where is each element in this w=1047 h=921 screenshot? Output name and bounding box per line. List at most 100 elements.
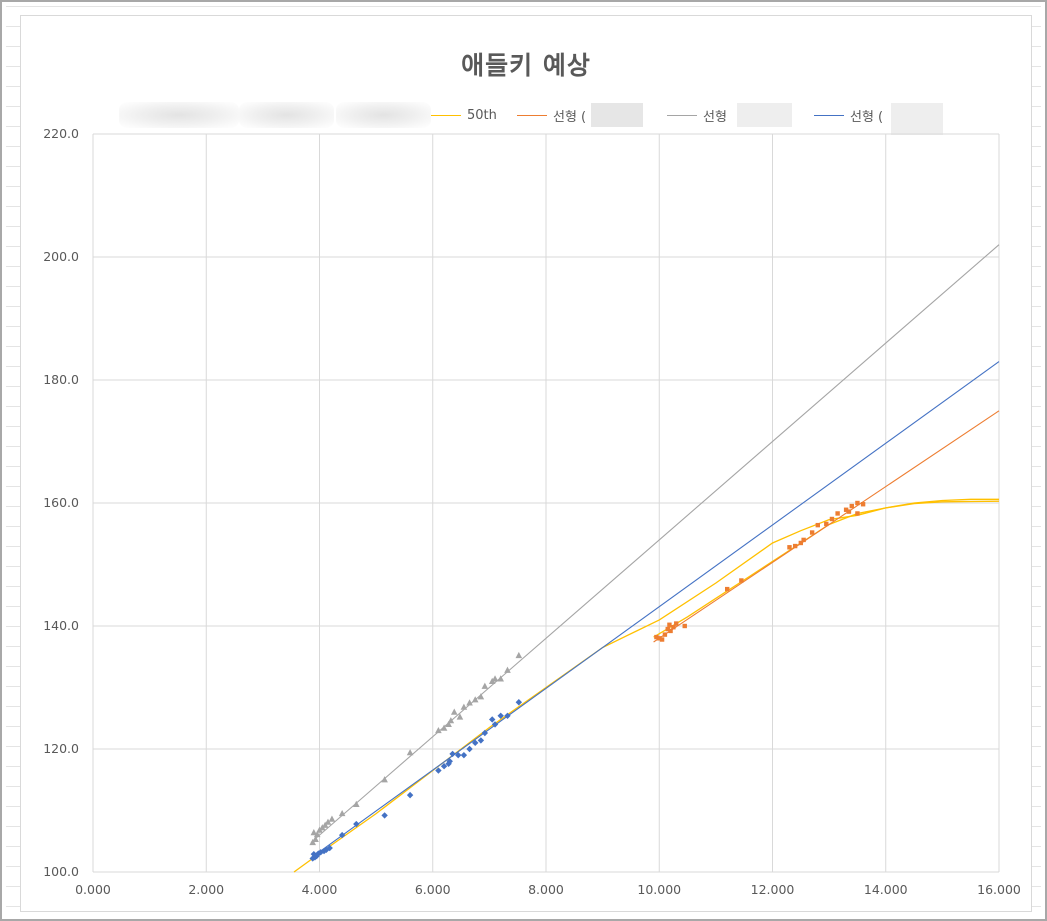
data-point-square[interactable] (809, 530, 815, 535)
data-point-triangle[interactable] (481, 682, 489, 689)
data-point-square[interactable] (662, 632, 668, 637)
data-point-diamond[interactable] (455, 751, 462, 759)
data-point-square[interactable] (792, 543, 798, 549)
data-point-triangle[interactable] (466, 699, 473, 706)
data-point-triangle[interactable] (515, 651, 523, 659)
data-point-triangle[interactable] (324, 818, 332, 825)
data-point-diamond[interactable] (440, 763, 448, 770)
legend-item-blurred-3 (336, 102, 431, 128)
legend-blur-gray (737, 103, 792, 127)
data-point-square[interactable] (682, 623, 687, 629)
data-point-triangle[interactable] (447, 717, 455, 724)
data-point-diamond[interactable] (317, 849, 324, 856)
data-point-triangle[interactable] (310, 829, 318, 836)
data-point-diamond[interactable] (504, 712, 511, 719)
data-point-diamond[interactable] (466, 745, 473, 753)
data-point-diamond[interactable] (435, 767, 442, 774)
data-point-square[interactable] (671, 625, 676, 630)
chart-title[interactable]: 애들키 예상 (461, 51, 591, 80)
data-point-square[interactable] (659, 637, 665, 642)
trendline-7[interactable] (310, 361, 1000, 859)
legend-swatch-50th (431, 114, 461, 116)
y-tick-label: 160.0 (43, 495, 79, 510)
gridlines (92, 133, 1000, 873)
data-point-diamond[interactable] (489, 716, 496, 723)
legend-item-blurred-2 (239, 102, 334, 128)
data-point-diamond[interactable] (320, 847, 328, 855)
curve-line-3[interactable] (293, 498, 999, 873)
data-point-square[interactable] (787, 545, 792, 550)
data-point-triangle[interactable] (313, 830, 321, 838)
data-point-square[interactable] (835, 511, 840, 516)
data-point-diamond[interactable] (449, 750, 456, 758)
data-point-triangle[interactable] (450, 708, 458, 715)
x-tick-label: 8.000 (528, 882, 564, 897)
data-point-triangle[interactable] (435, 726, 442, 734)
data-point-diamond[interactable] (472, 739, 479, 747)
data-point-square[interactable] (657, 636, 662, 641)
data-point-square[interactable] (801, 537, 806, 543)
legend-item-linear-blue[interactable]: 선형 ( (814, 100, 883, 130)
y-tick-label: 100.0 (43, 864, 79, 879)
data-point-square[interactable] (667, 622, 672, 627)
data-point-diamond[interactable] (315, 850, 322, 857)
legend-item-linear-gray[interactable]: 선형 (667, 100, 727, 130)
data-point-triangle[interactable] (471, 696, 479, 703)
trendline-5[interactable] (653, 410, 1000, 643)
legend-label-linear-gray: 선형 (703, 109, 727, 125)
data-point-triangle[interactable] (445, 720, 452, 727)
data-point-square[interactable] (849, 503, 854, 509)
curve-line-4[interactable] (653, 500, 1000, 638)
data-point-square[interactable] (725, 586, 730, 592)
x-tick-label: 12.000 (751, 882, 795, 897)
data-point-triangle[interactable] (406, 749, 414, 756)
chart-area[interactable]: 애들키 예상 50th 선형 ( 선형 선형 ( (20, 15, 1032, 912)
data-point-diamond[interactable] (477, 737, 485, 744)
data-point-diamond[interactable] (381, 812, 388, 819)
legend-blur-blue (891, 103, 943, 135)
data-point-square[interactable] (843, 507, 849, 512)
data-point-square[interactable] (829, 516, 835, 522)
data-point-triangle[interactable] (456, 713, 464, 720)
data-point-triangle[interactable] (491, 675, 499, 682)
data-point-triangle[interactable] (497, 675, 504, 682)
data-point-diamond[interactable] (326, 844, 333, 852)
data-point-diamond[interactable] (353, 820, 360, 828)
data-point-diamond[interactable] (338, 831, 346, 839)
trendline-6[interactable] (310, 244, 1000, 843)
data-point-triangle[interactable] (504, 666, 511, 673)
data-point-diamond[interactable] (310, 850, 318, 858)
data-point-square[interactable] (846, 509, 852, 514)
data-point-triangle[interactable] (353, 800, 360, 807)
data-point-diamond[interactable] (497, 712, 504, 719)
data-point-square[interactable] (855, 500, 860, 506)
data-point-diamond[interactable] (481, 729, 489, 737)
data-point-triangle[interactable] (312, 835, 319, 843)
data-point-triangle[interactable] (381, 776, 388, 783)
data-point-square[interactable] (668, 628, 673, 634)
data-point-square[interactable] (739, 578, 744, 583)
data-point-square[interactable] (654, 634, 659, 640)
x-tick-label: 16.000 (977, 882, 1021, 897)
data-point-triangle[interactable] (328, 815, 336, 822)
data-point-square[interactable] (815, 522, 820, 528)
data-point-square[interactable] (855, 511, 860, 516)
data-point-square[interactable] (824, 521, 829, 527)
data-point-triangle[interactable] (440, 724, 448, 731)
data-point-square[interactable] (674, 621, 679, 626)
data-point-square[interactable] (860, 502, 866, 507)
data-point-square[interactable] (798, 540, 804, 546)
data-point-diamond[interactable] (446, 758, 453, 765)
data-point-triangle[interactable] (460, 703, 468, 710)
data-point-diamond[interactable] (406, 791, 414, 799)
data-point-diamond[interactable] (460, 751, 468, 759)
data-point-square[interactable] (665, 626, 670, 632)
plot-area[interactable]: 0.000 2.000 4.000 6.000 8.000 10.000 12.000 14.… (21, 16, 1031, 911)
data-point-triangle[interactable] (477, 693, 485, 700)
y-tick-label: 220.0 (43, 126, 79, 141)
legend-item-50th[interactable]: 50th (431, 100, 497, 130)
data-point-diamond[interactable] (491, 721, 499, 728)
legend-item-linear-orange[interactable]: 선형 ( (517, 100, 586, 130)
data-point-triangle[interactable] (338, 809, 346, 817)
legend-swatch-linear-gray (667, 114, 697, 116)
